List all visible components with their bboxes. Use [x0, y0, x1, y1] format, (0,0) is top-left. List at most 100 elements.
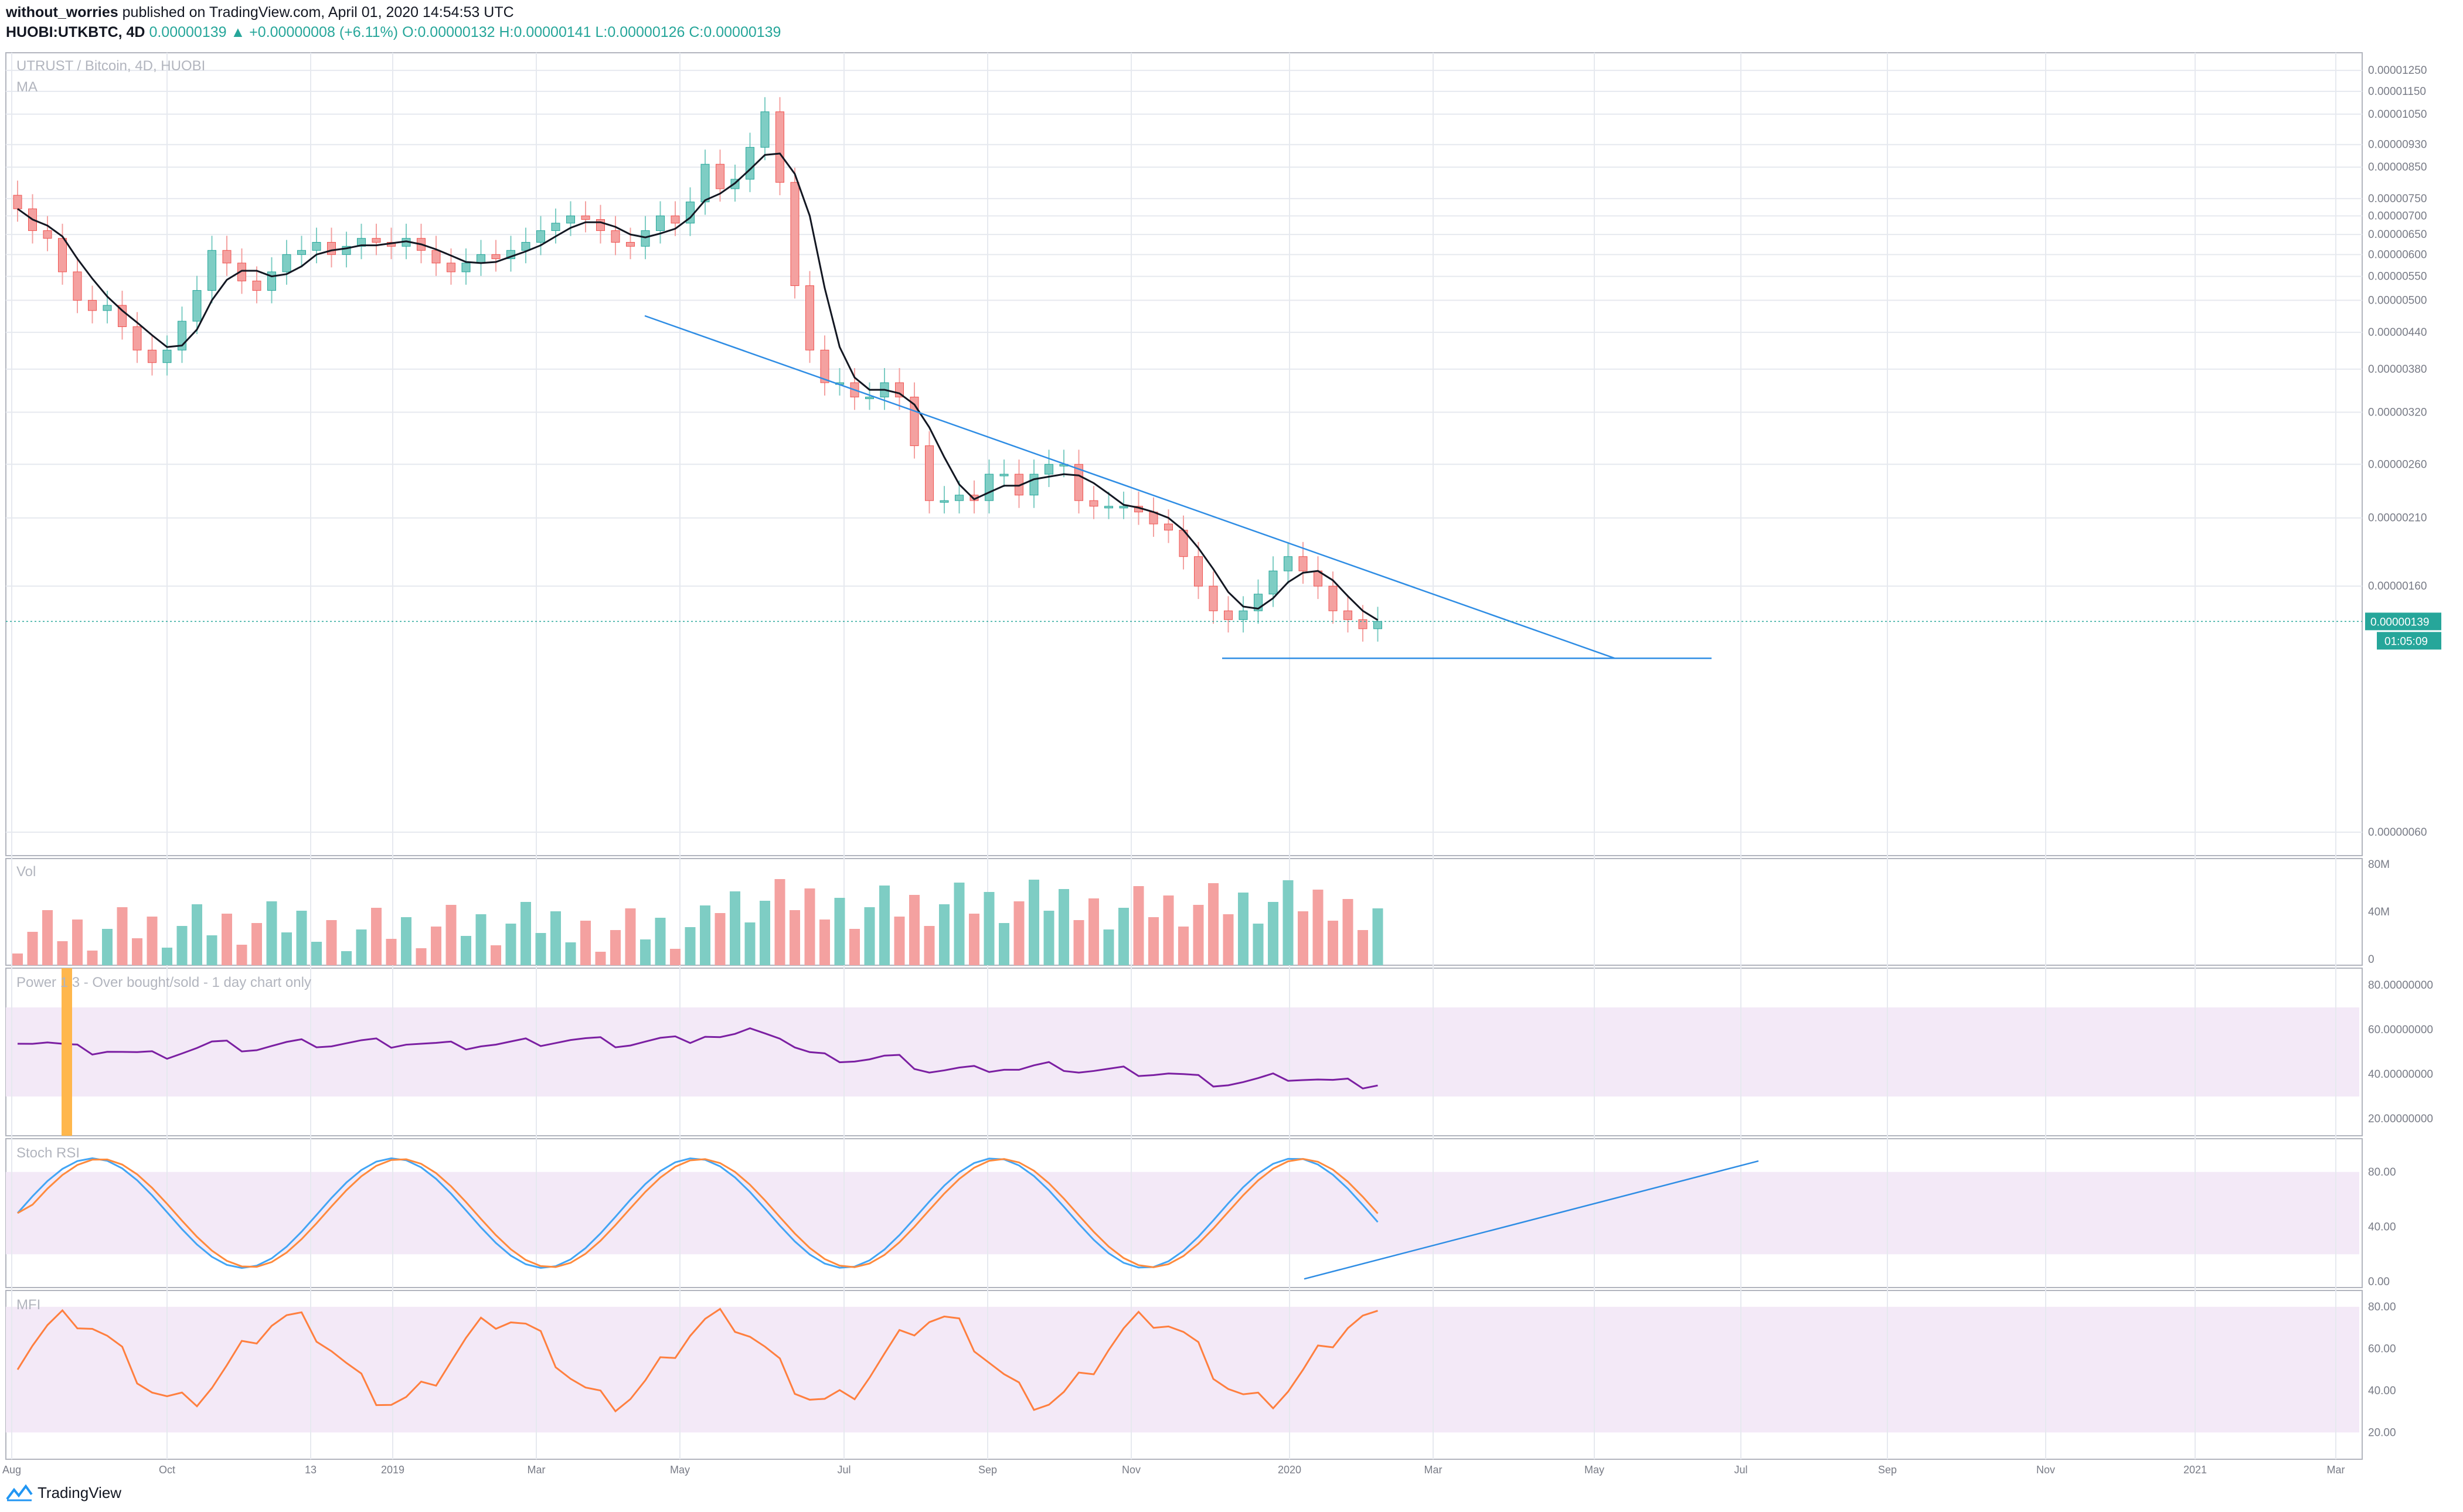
candle — [775, 111, 784, 183]
volume-bar — [1148, 917, 1159, 965]
candle — [760, 111, 770, 148]
volume-bar — [401, 917, 411, 965]
y-tick-label: 0.00000550 — [2368, 271, 2427, 283]
volume-bar — [879, 886, 890, 965]
volume-bar — [1088, 898, 1099, 965]
volume-bar — [1043, 911, 1054, 965]
power-tick: 60.00000000 — [2368, 1024, 2433, 1036]
ma-line — [17, 152, 1379, 621]
candle — [700, 164, 710, 203]
x-tick-label: Sep — [978, 1464, 997, 1476]
volume-bar — [790, 910, 800, 965]
volume-bar — [1372, 908, 1383, 965]
candle — [746, 147, 754, 180]
stoch-trendline — [1304, 1160, 1759, 1280]
volume-bar — [670, 949, 681, 965]
candle — [925, 445, 934, 501]
x-tick-label: Nov — [1122, 1464, 1141, 1476]
power-band — [6, 1007, 2359, 1096]
ohlc-values: O:0.00000132 H:0.00000141 L:0.00000126 C… — [402, 24, 781, 40]
tradingview-logo-icon — [6, 1484, 33, 1501]
candle — [207, 250, 216, 291]
volume-bar — [760, 901, 770, 965]
ma-label: MA — [16, 79, 38, 95]
x-tick-label: Mar — [1424, 1464, 1443, 1476]
volume-bar — [625, 908, 636, 965]
volume-bar — [102, 929, 113, 965]
volume-bar — [266, 901, 277, 965]
volume-bar — [1178, 927, 1189, 965]
candle — [1209, 585, 1218, 611]
volume-bar — [909, 895, 920, 965]
last-price-badge — [2365, 612, 2441, 631]
volume-bar — [565, 942, 576, 965]
y-tick-label: 0.00001050 — [2368, 108, 2427, 121]
candle — [58, 238, 67, 273]
volume-bar — [222, 914, 232, 965]
volume-bar — [1268, 902, 1278, 965]
candle — [820, 349, 829, 383]
volume-bar — [1312, 890, 1324, 965]
y-tick-label: 0.00000750 — [2368, 193, 2427, 205]
candle — [1328, 585, 1338, 611]
volume-bar — [192, 904, 202, 965]
volume-bar — [1133, 886, 1144, 965]
y-tick-label: 0.00001150 — [2368, 86, 2426, 98]
y-tick-label: 0.00000060 — [2368, 826, 2427, 839]
volume-bar — [685, 927, 696, 965]
y-tick-label: 0.00000320 — [2368, 406, 2427, 418]
price-change: ▲ +0.00000008 (+6.11%) — [230, 24, 399, 40]
candle — [1298, 556, 1308, 571]
volume-bar — [744, 922, 756, 965]
candle — [671, 215, 680, 224]
volume-bar — [87, 951, 98, 965]
volume-bar — [1358, 930, 1368, 965]
volume-bar — [371, 908, 382, 965]
y-tick-label: 0.00000500 — [2368, 294, 2427, 307]
candle — [103, 305, 112, 311]
volume-bar — [1238, 893, 1248, 965]
volume-bar — [176, 926, 188, 965]
candle — [955, 495, 964, 501]
candle — [477, 254, 485, 264]
volume-bar — [12, 953, 23, 965]
x-tick-label: 2019 — [381, 1464, 404, 1476]
volume-bar — [984, 892, 995, 965]
publish-info: without_worries published on TradingView… — [6, 2, 1061, 22]
candle — [1119, 506, 1128, 509]
volume-bar — [834, 898, 845, 965]
candle — [656, 215, 665, 231]
volume-bar — [700, 905, 710, 965]
candle — [88, 299, 97, 311]
published-text: published on TradingView.com, April 01, … — [122, 4, 514, 21]
volume-bar — [491, 945, 501, 965]
volume-bar — [132, 938, 142, 965]
volume-bar — [505, 924, 516, 965]
volume-bar — [1059, 889, 1069, 965]
volume-bar — [251, 923, 262, 965]
candle — [1045, 464, 1053, 475]
volume-bar — [445, 905, 457, 965]
chart-header: without_worries published on TradingView… — [6, 2, 1061, 43]
candle — [327, 241, 336, 255]
chart-canvas[interactable]: Aug Oct 13 2019 Mar May Jul Sep Nov 2020 Mar May Jul… — [0, 47, 2463, 1477]
volume-bar — [311, 942, 322, 965]
candle — [1194, 556, 1203, 587]
volume-bar — [27, 932, 38, 965]
volume-bar — [117, 907, 128, 965]
x-tick-label: May — [1584, 1464, 1604, 1476]
volume-bar — [730, 891, 740, 965]
candle — [312, 241, 321, 251]
volume-label: Vol — [16, 864, 36, 880]
volume-bar — [954, 883, 965, 965]
publisher-name[interactable]: without_worries — [6, 4, 118, 21]
candle — [790, 182, 800, 286]
y-tick-label: 0.00001250 — [2368, 64, 2427, 77]
volume-bar — [939, 904, 950, 965]
volume-bar — [42, 910, 53, 965]
volume-bar — [894, 917, 905, 965]
power-line — [17, 1027, 1378, 1089]
candle — [641, 230, 650, 247]
stoch-band — [6, 1172, 2359, 1255]
volume-bar — [1342, 899, 1353, 965]
